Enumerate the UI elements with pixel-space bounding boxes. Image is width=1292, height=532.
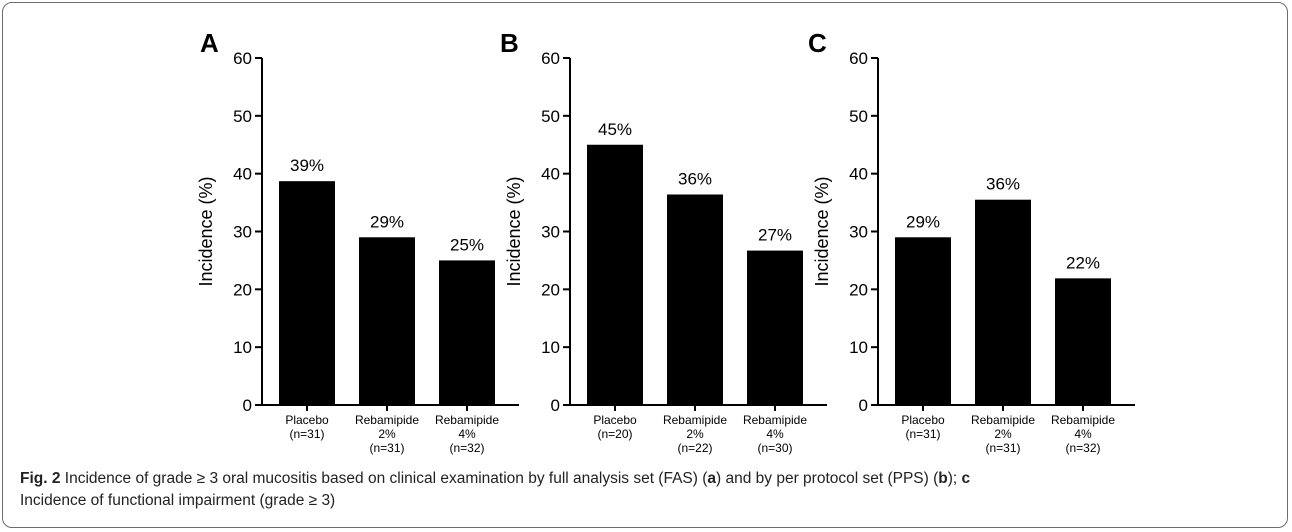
x-tick-label: Rebamipide: [743, 413, 807, 427]
x-tick-label: Rebamipide: [971, 413, 1035, 427]
x-tick-label: (n=31): [369, 441, 404, 455]
y-tick-label: 30: [849, 223, 868, 242]
bar: [975, 199, 1031, 405]
y-tick-label: 0: [859, 396, 868, 415]
y-tick-label: 60: [233, 49, 252, 68]
bar: [1055, 278, 1111, 405]
data-label: 36%: [678, 169, 712, 188]
bar: [747, 250, 803, 405]
y-tick-label: 40: [233, 165, 252, 184]
x-tick-label: Placebo: [285, 413, 329, 427]
bar: [587, 144, 643, 405]
data-label: 39%: [290, 156, 324, 175]
x-tick-label: (n=32): [449, 441, 484, 455]
data-label: 29%: [906, 212, 940, 231]
caption-text-2: ) and by per protocol set (PPS) (: [716, 470, 939, 487]
x-tick-label: 4%: [458, 427, 476, 441]
bar: [359, 237, 415, 405]
y-tick-label: 50: [233, 107, 252, 126]
x-tick-label: Rebamipide: [435, 413, 499, 427]
caption-ref-c: c: [961, 470, 971, 487]
x-tick-label: Rebamipide: [663, 413, 727, 427]
y-tick-label: 20: [541, 280, 560, 299]
x-tick-label: (n=22): [677, 441, 712, 455]
y-tick-label: 20: [233, 280, 252, 299]
y-tick-label: 50: [849, 107, 868, 126]
x-tick-label: Placebo: [593, 413, 637, 427]
y-axis-label: Incidence (%): [812, 176, 832, 286]
x-tick-label: Rebamipide: [1051, 413, 1115, 427]
y-tick-label: 40: [541, 165, 560, 184]
x-tick-label: 2%: [378, 427, 396, 441]
x-tick-label: (n=31): [289, 427, 324, 441]
y-tick-label: 20: [849, 280, 868, 299]
x-tick-label: (n=31): [905, 427, 940, 441]
panel-letter: A: [200, 28, 219, 58]
data-label: 25%: [450, 235, 484, 254]
y-tick-label: 10: [541, 338, 560, 357]
data-label: 27%: [758, 226, 792, 245]
x-tick-label: (n=20): [597, 427, 632, 441]
y-tick-label: 10: [233, 338, 252, 357]
x-tick-label: Placebo: [901, 413, 945, 427]
x-tick-label: 2%: [686, 427, 704, 441]
data-label: 22%: [1066, 253, 1100, 272]
bar: [439, 260, 495, 405]
x-tick-label: 4%: [1074, 427, 1092, 441]
x-tick-label: Rebamipide: [355, 413, 419, 427]
caption-text-4: Incidence of functional impairment (grad…: [20, 492, 336, 509]
y-axis-label: Incidence (%): [504, 176, 524, 286]
x-tick-label: (n=32): [1065, 441, 1100, 455]
x-tick-label: 4%: [766, 427, 784, 441]
y-axis-label: Incidence (%): [196, 176, 216, 286]
caption-fig-label: Fig. 2: [20, 470, 61, 487]
y-tick-label: 30: [233, 223, 252, 242]
x-tick-label: (n=31): [985, 441, 1020, 455]
bar: [279, 181, 335, 405]
data-label: 36%: [986, 175, 1020, 194]
bar: [895, 237, 951, 405]
caption-text-3: );: [947, 470, 962, 487]
bar: [667, 194, 723, 405]
caption-ref-b: b: [938, 470, 948, 487]
y-tick-label: 10: [849, 338, 868, 357]
y-tick-label: 60: [849, 49, 868, 68]
panel-letter: B: [500, 28, 519, 58]
y-tick-label: 0: [243, 396, 252, 415]
y-tick-label: 50: [541, 107, 560, 126]
caption-ref-a: a: [707, 470, 717, 487]
caption-text-1: Incidence of grade ≥ 3 oral mucositis ba…: [60, 470, 708, 487]
data-label: 29%: [370, 212, 404, 231]
y-tick-label: 40: [849, 165, 868, 184]
data-label: 45%: [598, 120, 632, 139]
x-tick-label: 2%: [994, 427, 1012, 441]
panel-letter: C: [808, 28, 827, 58]
y-tick-label: 60: [541, 49, 560, 68]
y-tick-label: 0: [551, 396, 560, 415]
x-tick-label: (n=30): [757, 441, 792, 455]
y-tick-label: 30: [541, 223, 560, 242]
figure-caption: Fig. 2 Incidence of grade ≥ 3 oral mucos…: [20, 468, 1270, 512]
